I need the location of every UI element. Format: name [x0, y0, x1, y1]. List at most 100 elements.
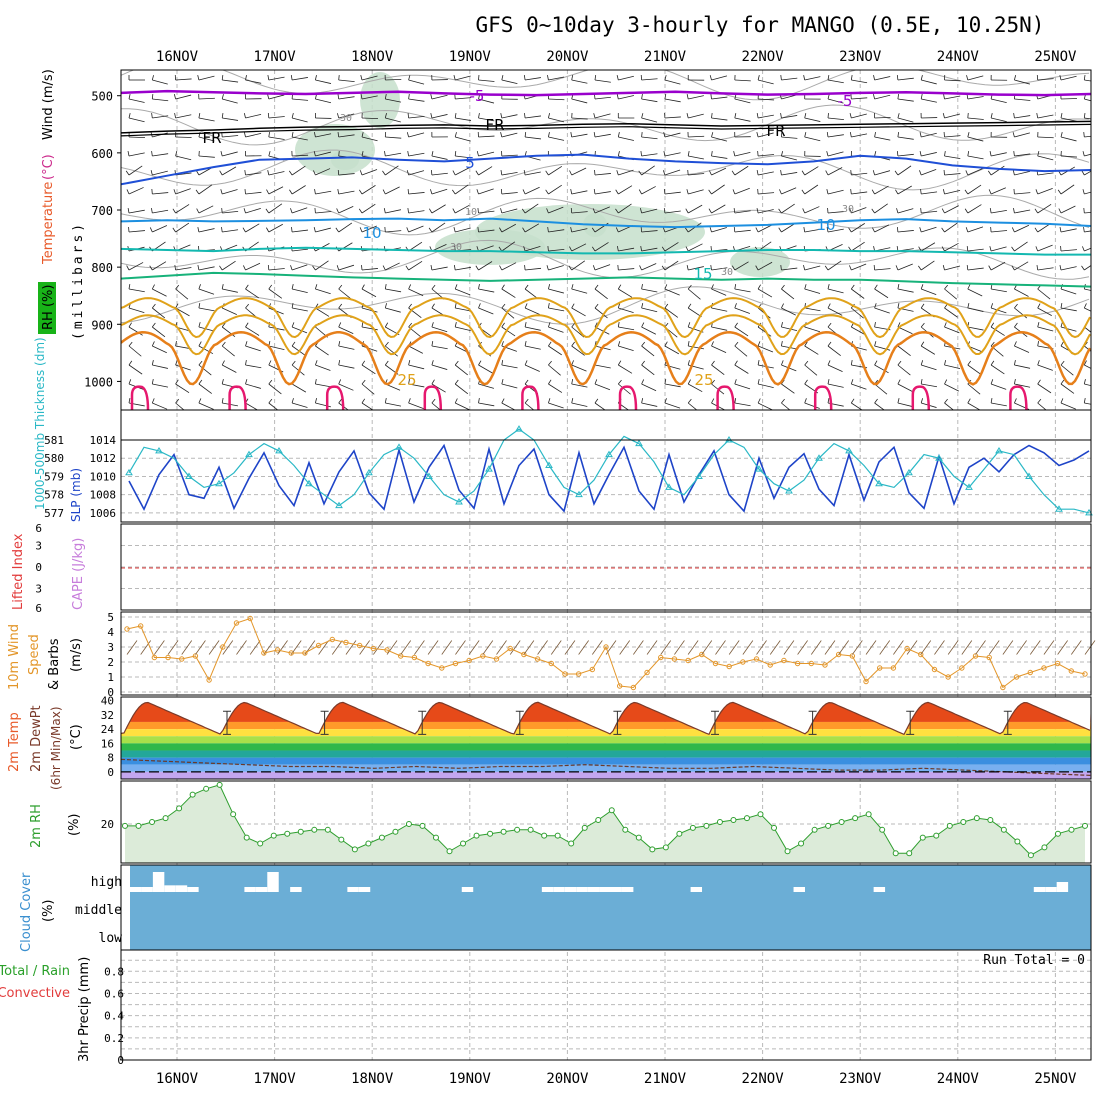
wind-barb-feather: [245, 75, 247, 81]
wind-barb: [618, 136, 635, 141]
wind-barb: [688, 266, 704, 271]
wind-barb-feather: [615, 189, 619, 195]
wind-barb: [1060, 75, 1077, 81]
wind-barb: [781, 155, 797, 161]
wind-tick-label: 2: [107, 656, 114, 669]
wind-barb: [1037, 244, 1053, 252]
wind-barb: [221, 345, 235, 357]
wind-barb-feather: [711, 341, 714, 347]
wind-barb: [641, 98, 658, 103]
wind-barb-feather: [266, 227, 270, 233]
wind-barb: [245, 288, 259, 299]
wind-barb: [292, 154, 309, 157]
wind-barb: [664, 383, 681, 388]
wind-barb-feather: [267, 170, 270, 176]
wind-barb-10m: [687, 640, 699, 655]
wind-barb: [618, 247, 635, 252]
wind-barb-feather: [780, 170, 782, 176]
wind-barb-feather: [711, 360, 715, 366]
wind-barb-feather: [1013, 112, 1015, 119]
wind-barb: [804, 184, 819, 195]
wind-barb: [455, 136, 471, 142]
wind-barb: [990, 383, 1007, 390]
cloud-high-bar: [690, 887, 703, 892]
wind-barb-feather: [990, 379, 994, 385]
wind-barb: [338, 383, 354, 391]
wind-barb-feather: [454, 150, 457, 157]
wind-barb-feather: [663, 132, 666, 138]
temperature-band: [121, 757, 1091, 765]
wind-barb: [594, 383, 611, 391]
wind-barb-feather: [198, 379, 203, 385]
wind-barb: [991, 230, 1008, 233]
wind-barb-feather: [711, 132, 714, 138]
wind-barb-feather: [827, 303, 831, 309]
wind-barb: [152, 307, 166, 319]
cloud-high-bar: [267, 872, 279, 892]
wind-barb: [198, 75, 215, 81]
wind-barb-feather: [337, 131, 340, 138]
wind-barb: [734, 229, 751, 233]
wind-barb-10m: [701, 640, 713, 655]
rh2m-unit-label: (%): [67, 814, 82, 837]
cloud-high-bar: [1045, 887, 1057, 892]
wind-speed-point: [206, 677, 212, 683]
bottom-date-label: 20NOV: [546, 1071, 589, 1087]
wind-barb-feather: [151, 208, 153, 214]
wind-barb: [1060, 117, 1077, 122]
lifted-index-tick: 0: [35, 561, 42, 574]
wind-barb-feather: [734, 284, 737, 290]
rh-tick-label: 20: [101, 818, 114, 831]
upper-air-content: [121, 70, 1091, 410]
wind-barb: [781, 223, 796, 233]
wind-barb-feather: [804, 398, 807, 404]
wind-barb: [315, 402, 332, 408]
wind-barb: [292, 136, 308, 141]
wind-barb: [361, 225, 377, 233]
wind-barb-feather: [571, 360, 574, 366]
wind-barb-feather: [524, 131, 527, 138]
wind-barb-feather: [428, 208, 433, 214]
wind-barb: [1014, 171, 1031, 176]
wind-barb-feather: [361, 379, 366, 385]
wind-barb: [175, 204, 190, 214]
wind-barb: [291, 264, 308, 271]
wind-barb: [991, 288, 1007, 293]
wind-barb: [897, 117, 914, 123]
temp-tick-label: 16: [101, 737, 114, 750]
wind-barb-feather: [431, 284, 436, 290]
wind-barb: [1037, 288, 1051, 300]
wind-barb: [268, 203, 283, 214]
wind-barb-feather: [361, 132, 364, 138]
wind-barb-feather: [897, 322, 901, 328]
wind-barb-feather: [291, 113, 294, 119]
wind-barb-feather: [221, 360, 225, 366]
wind-barb: [1084, 364, 1091, 369]
wind-barb-feather: [475, 265, 479, 271]
rh-point: [297, 828, 304, 835]
wind-barb-feather: [685, 246, 689, 252]
rh-point: [1027, 852, 1034, 859]
rh-point: [460, 840, 467, 847]
wind-barb: [1060, 228, 1077, 233]
wind-barb-feather: [1014, 379, 1016, 385]
wind-barb: [478, 151, 495, 157]
wind-barb: [897, 345, 911, 357]
wind-barb: [1084, 383, 1091, 387]
rh-area: [125, 784, 1085, 863]
temperature-line: [120, 701, 1091, 736]
wind-barb-feather: [501, 322, 505, 328]
rh-point: [365, 840, 372, 847]
wind-barb-feather: [801, 170, 806, 176]
wind-barb: [338, 113, 355, 119]
wind-barb: [991, 117, 1007, 123]
bottom-date-label: 22NOV: [742, 1071, 785, 1087]
top-date-label: 20NOV: [546, 49, 589, 65]
thickness-marker: [875, 479, 883, 487]
cloud-background: [130, 865, 1091, 950]
wind-barb: [408, 115, 425, 119]
wind-barb-feather: [452, 170, 456, 176]
rh-point: [527, 826, 534, 833]
wind-barb: [548, 76, 565, 81]
wind-barb-feather: [640, 208, 642, 214]
